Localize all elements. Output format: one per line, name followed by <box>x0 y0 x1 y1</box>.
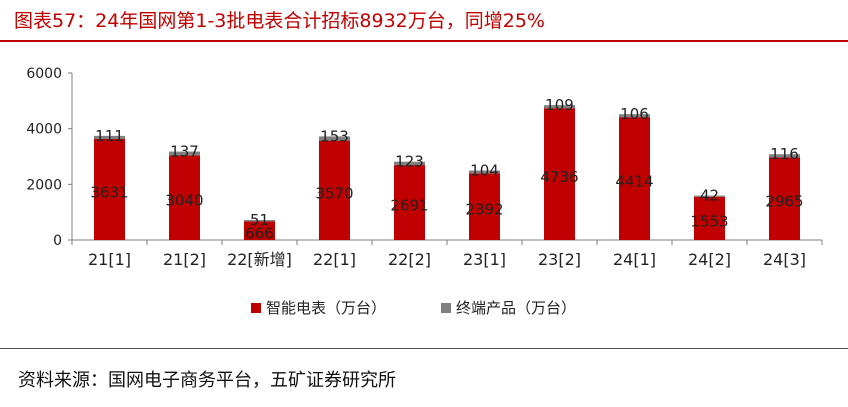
data-label-terminal-product: 111 <box>95 127 124 145</box>
bar-smart-meter <box>319 140 350 240</box>
bar-terminal-product <box>319 136 350 141</box>
data-label-terminal-product: 116 <box>770 145 799 163</box>
x-tick-label: 24[1] <box>613 250 656 269</box>
legend-swatch-smart-meter <box>251 303 261 313</box>
bar-smart-meter <box>619 117 650 240</box>
bar-terminal-product <box>169 151 200 156</box>
data-label-smart-meter: 2965 <box>765 193 803 211</box>
x-tick-label: 24[2] <box>688 250 731 269</box>
bar-smart-meter <box>94 138 125 240</box>
x-tick-label: 21[1] <box>88 250 131 269</box>
legend-label-smart-meter: 智能电表（万台） <box>266 299 386 317</box>
data-label-terminal-product: 137 <box>170 143 199 161</box>
bar-terminal-product <box>544 105 575 109</box>
bar-terminal-product <box>394 161 425 166</box>
data-label-smart-meter: 2392 <box>465 201 503 219</box>
x-tick-label: 22[1] <box>313 250 356 269</box>
chart-axes: 0 2000 4000 6000 21[1] 21[2] 22[新增] 22[1] 22[2] 2… <box>26 66 823 269</box>
data-label-terminal-product: 42 <box>700 187 719 205</box>
legend-label-terminal-product: 终端产品（万台） <box>456 299 576 317</box>
x-tick-label: 24[3] <box>763 250 806 269</box>
title-rule <box>0 40 848 42</box>
chart-legend: 智能电表（万台） 终端产品（万台） <box>251 299 576 317</box>
data-label-smart-meter: 666 <box>245 225 274 243</box>
legend-swatch-terminal-product <box>441 303 451 313</box>
x-tick-label: 22[2] <box>388 250 431 269</box>
data-label-smart-meter: 4736 <box>540 168 578 186</box>
bar-terminal-product <box>619 114 650 118</box>
y-tick-label: 4000 <box>26 122 62 138</box>
x-tick-label: 21[2] <box>163 250 206 269</box>
x-tick-label: 23[1] <box>463 250 506 269</box>
data-label-smart-meter: 3570 <box>315 184 353 202</box>
bar-terminal-product <box>244 220 275 222</box>
data-label-smart-meter: 2691 <box>390 197 428 215</box>
data-label-terminal-product: 106 <box>620 105 649 123</box>
bar-smart-meter <box>244 221 275 240</box>
data-label-terminal-product: 109 <box>545 96 574 114</box>
data-label-terminal-product: 51 <box>250 211 269 229</box>
x-tick-label: 22[新增] <box>227 250 292 269</box>
bar-smart-meter <box>169 155 200 240</box>
y-tick-label: 6000 <box>26 66 62 82</box>
data-label-terminal-product: 104 <box>470 162 499 180</box>
x-tick-label: 23[2] <box>538 250 581 269</box>
bar-terminal-product <box>694 195 725 197</box>
data-label-smart-meter: 1553 <box>690 212 728 230</box>
data-label-terminal-product: 123 <box>395 153 424 171</box>
data-label-smart-meter: 4414 <box>615 173 653 191</box>
y-tick-label: 2000 <box>26 177 62 193</box>
bar-smart-meter <box>469 173 500 240</box>
data-label-terminal-product: 153 <box>320 127 349 145</box>
bar-terminal-product <box>769 154 800 158</box>
bar-smart-meter <box>544 108 575 240</box>
y-tick-label: 0 <box>53 233 62 249</box>
bar-smart-meter <box>394 165 425 240</box>
bar-terminal-product <box>94 135 125 139</box>
footer-rule <box>0 348 848 349</box>
bar-smart-meter <box>694 196 725 240</box>
chart-title: 图表57：24年国网第1-3批电表合计招标8932万台，同增25% <box>14 10 545 32</box>
bar-terminal-product <box>469 170 500 174</box>
bar-smart-meter <box>769 157 800 240</box>
data-label-smart-meter: 3631 <box>90 183 128 201</box>
chart-bars <box>94 105 800 240</box>
stacked-bar-chart: 0 2000 4000 6000 21[1] 21[2] 22[新增] 22[1] 22[2] 2… <box>26 66 823 317</box>
data-label-smart-meter: 3040 <box>165 192 203 210</box>
source-note: 资料来源：国网电子商务平台，五矿证券研究所 <box>18 370 396 391</box>
